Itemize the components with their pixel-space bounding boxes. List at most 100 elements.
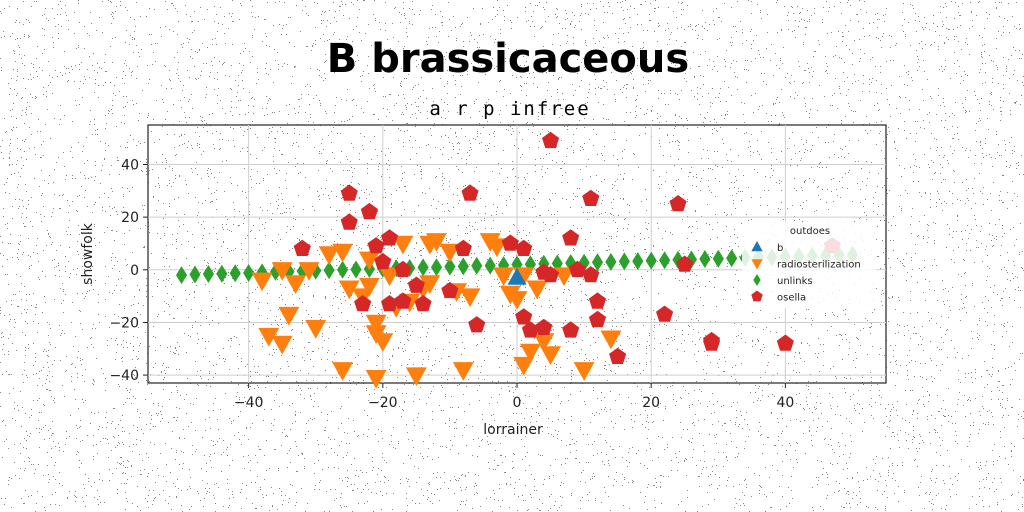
point-unlinks: [310, 261, 322, 280]
legend-label-radiosterilization: radiosterilization: [777, 260, 861, 271]
point-osella: [367, 237, 385, 254]
point-osella: [461, 184, 479, 201]
point-radiosterilization: [493, 267, 514, 287]
point-osella: [542, 266, 560, 283]
point-radiosterilization: [573, 362, 595, 381]
axis-ticks: −40 −20 0 20 40 −40 −20 0 20 40: [109, 157, 794, 411]
point-radiosterilization: [271, 335, 293, 355]
point-unlinks: [726, 249, 738, 268]
point-osella: [656, 305, 674, 322]
point-radiosterilization: [526, 280, 548, 300]
x-tick-label: 0: [513, 395, 522, 411]
point-osella: [340, 184, 358, 201]
point-osella: [521, 321, 539, 338]
point-unlinks: [243, 264, 255, 282]
point-unlinks: [417, 258, 429, 277]
point-radiosterilization: [258, 327, 280, 347]
point-osella: [776, 334, 794, 351]
legend-label-unlinks: unlinks: [777, 276, 813, 287]
series-osella: [293, 131, 841, 364]
x-tick-label: −40: [234, 395, 264, 411]
y-tick-label: 20: [121, 210, 139, 226]
x-tick-label: 20: [642, 395, 660, 411]
point-osella: [676, 255, 694, 272]
y-tick-label: 40: [121, 157, 139, 173]
point-unlinks: [591, 253, 604, 272]
point-osella: [414, 295, 432, 312]
point-radiosterilization: [271, 262, 293, 281]
point-radiosterilization: [332, 362, 353, 381]
x-tick-label: −20: [368, 395, 398, 411]
point-radiosterilization: [332, 243, 353, 263]
point-osella: [609, 347, 627, 364]
point-radiosterilization: [318, 246, 340, 265]
point-radiosterilization: [459, 288, 481, 308]
point-unlinks: [202, 265, 214, 283]
y-axis-label: showfolk: [80, 222, 96, 285]
point-unlinks: [618, 252, 630, 271]
legend-title: outdoes: [790, 226, 830, 237]
point-radiosterilization: [365, 370, 387, 389]
point-radiosterilization: [486, 238, 508, 258]
point-osella: [562, 321, 580, 338]
point-osella: [588, 310, 607, 328]
point-osella: [340, 213, 358, 230]
point-radiosterilization: [439, 243, 461, 263]
legend-label-osella: osella: [777, 293, 806, 304]
point-osella: [360, 202, 378, 220]
point-unlinks: [430, 258, 443, 277]
legend-marker-unlinks: [753, 274, 761, 286]
chart-subtitle: a r p infree: [429, 98, 590, 120]
point-radiosterilization: [358, 251, 380, 271]
legend-box: [742, 222, 876, 308]
point-unlinks: [283, 262, 295, 281]
legend-marker-osella: [751, 290, 763, 302]
point-radiosterilization: [426, 233, 447, 252]
legend-marker-radiosterilization: [751, 259, 763, 270]
series-radiosterilization: [251, 233, 622, 389]
point-osella: [441, 281, 459, 299]
point-osella: [542, 131, 560, 149]
point-radiosterilization: [506, 291, 528, 310]
point-unlinks: [216, 264, 228, 283]
x-tick-label: 40: [776, 395, 794, 411]
point-radiosterilization: [278, 306, 300, 326]
point-osella: [394, 260, 412, 278]
point-unlinks: [712, 249, 724, 268]
data-marks: [176, 131, 858, 389]
point-radiosterilization: [338, 280, 360, 300]
point-osella: [582, 189, 600, 206]
point-unlinks: [659, 251, 671, 270]
point-unlinks: [498, 256, 510, 275]
point-radiosterilization: [419, 275, 441, 294]
point-unlinks: [444, 257, 456, 276]
chart-title: B brassicaceous: [327, 36, 689, 82]
y-tick-label: −20: [109, 315, 139, 331]
point-osella: [588, 292, 607, 309]
point-radiosterilization: [379, 267, 400, 287]
point-unlinks: [645, 251, 657, 270]
point-unlinks: [605, 252, 617, 271]
point-radiosterilization: [372, 333, 394, 352]
point-radiosterilization: [533, 333, 555, 352]
legend: outdoes b radiosterilization unlinks osella: [742, 222, 876, 308]
point-unlinks: [457, 257, 469, 276]
point-radiosterilization: [452, 362, 474, 381]
point-radiosterilization: [392, 235, 414, 255]
point-osella: [354, 295, 372, 312]
point-radiosterilization: [358, 277, 380, 297]
point-osella: [582, 266, 600, 283]
series-b: [507, 267, 527, 285]
point-unlinks: [229, 264, 241, 283]
point-radiosterilization: [365, 314, 387, 334]
point-osella: [381, 295, 399, 312]
point-b: [507, 267, 527, 285]
point-osella: [454, 239, 472, 256]
point-osella: [669, 195, 687, 212]
point-osella: [703, 334, 721, 351]
point-radiosterilization: [600, 330, 622, 350]
point-radiosterilization: [405, 367, 427, 387]
point-unlinks: [699, 250, 711, 268]
